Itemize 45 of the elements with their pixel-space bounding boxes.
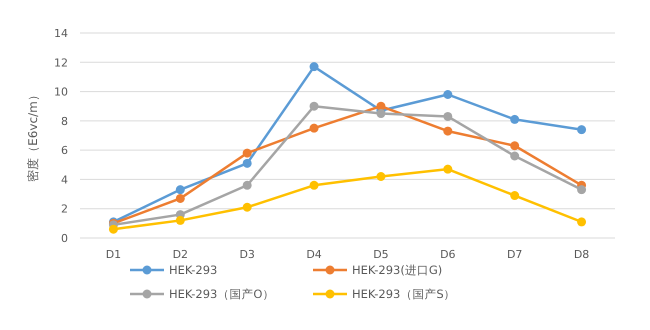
point bbox=[443, 126, 452, 136]
legend-label: HEK-293(进口G) bbox=[352, 263, 442, 277]
point bbox=[176, 194, 185, 203]
point bbox=[443, 90, 452, 99]
y-tick-label: 0 bbox=[61, 232, 68, 245]
legend-label: HEK-293 bbox=[169, 263, 218, 277]
point bbox=[242, 158, 252, 168]
x-tick-label: D1 bbox=[106, 248, 122, 261]
y-tick-label: 14 bbox=[54, 27, 68, 40]
point bbox=[310, 102, 319, 111]
point bbox=[310, 62, 319, 72]
y-tick-label: 2 bbox=[61, 202, 68, 216]
x-tick-label: D2 bbox=[172, 248, 188, 261]
point bbox=[176, 185, 185, 194]
point bbox=[176, 216, 185, 225]
point bbox=[376, 172, 386, 181]
x-tick-label: D6 bbox=[440, 248, 456, 261]
point bbox=[577, 185, 586, 194]
point bbox=[577, 125, 586, 134]
point bbox=[577, 217, 586, 226]
point bbox=[108, 224, 118, 234]
point bbox=[242, 180, 252, 190]
point bbox=[510, 114, 520, 124]
y-tick-label: 6 bbox=[61, 144, 68, 158]
point bbox=[242, 202, 252, 212]
point bbox=[510, 152, 520, 160]
legend-label: HEK-293（国产S） bbox=[352, 287, 456, 301]
x-tick-label: D3 bbox=[239, 248, 255, 261]
point bbox=[310, 180, 319, 190]
y-tick-label: 10 bbox=[54, 86, 68, 99]
y-axis-title: 密度（E6vc/m） bbox=[26, 89, 40, 182]
point bbox=[443, 112, 452, 121]
point bbox=[510, 141, 520, 150]
y-tick-label: 12 bbox=[54, 56, 68, 70]
x-tick-label: D4 bbox=[306, 248, 322, 261]
point bbox=[242, 148, 252, 158]
x-tick-label: D5 bbox=[373, 248, 389, 261]
y-tick-label: 4 bbox=[61, 173, 68, 186]
legend-label: HEK-293（国产O） bbox=[169, 287, 274, 301]
x-tick-label: D7 bbox=[506, 248, 522, 261]
point bbox=[310, 124, 319, 133]
point bbox=[510, 191, 520, 200]
point bbox=[443, 164, 452, 174]
y-tick-label: 8 bbox=[61, 114, 68, 128]
x-tick-label: D8 bbox=[574, 248, 590, 261]
